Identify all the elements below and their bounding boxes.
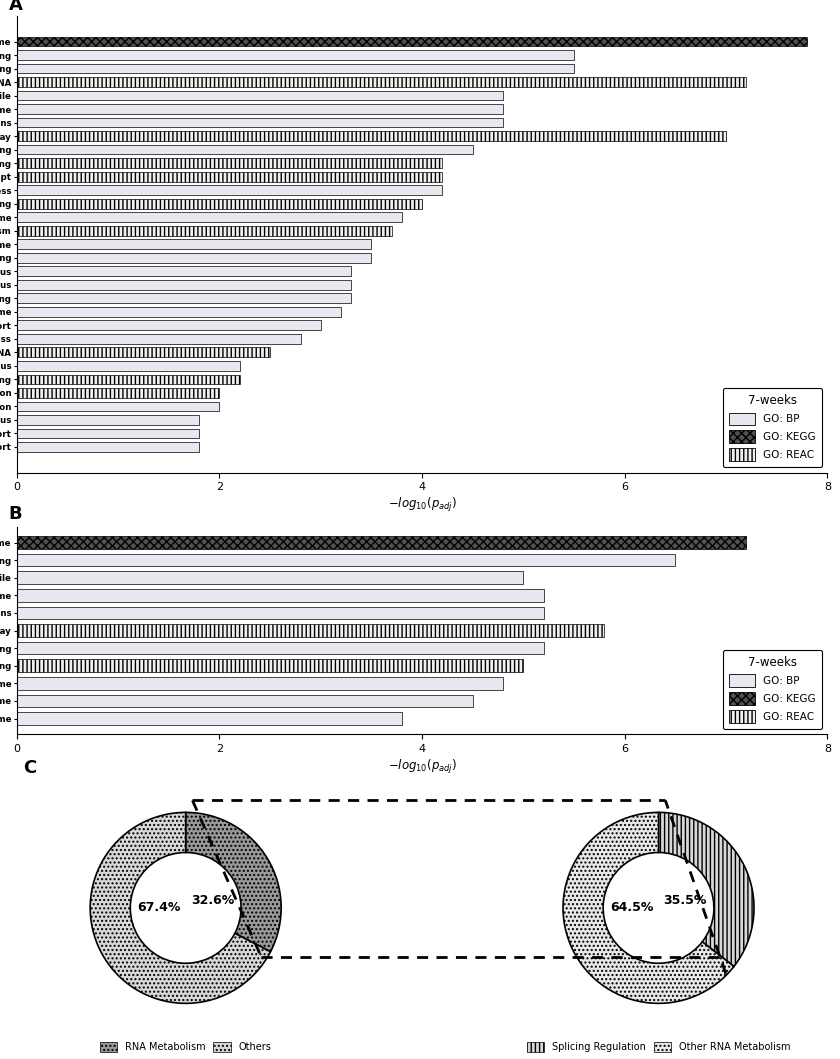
Bar [17,572,523,585]
X-axis label: $-log_{10}(p_{adj})$: $-log_{10}(p_{adj})$ [387,497,457,515]
Bar [17,677,503,689]
Bar [17,589,543,602]
Legend: GO: BP, GO: KEGG, GO: REAC: GO: BP, GO: KEGG, GO: REAC [722,650,822,730]
Text: 64.5%: 64.5% [610,901,654,914]
X-axis label: $-log_{10}(p_{adj})$: $-log_{10}(p_{adj})$ [387,758,457,776]
Bar [17,145,473,155]
Bar [17,307,341,317]
Bar [17,239,371,249]
Text: 67.4%: 67.4% [137,901,181,914]
Bar [17,536,747,549]
Bar [17,375,239,384]
Bar [17,347,270,357]
Bar [17,554,675,567]
Bar [17,334,301,344]
Bar [17,226,391,235]
Bar [17,64,574,73]
Bar [17,37,807,47]
Bar [17,624,605,636]
Text: C: C [24,758,37,776]
Bar [17,280,351,289]
Bar [17,695,473,707]
Bar [17,267,351,276]
Bar [17,253,371,263]
Bar [17,172,443,181]
Bar [17,199,423,209]
Bar [17,415,199,425]
Bar [17,660,523,672]
Bar [17,104,503,114]
Bar [17,429,199,438]
Legend: GO: BP, GO: KEGG, GO: REAC: GO: BP, GO: KEGG, GO: REAC [722,388,822,467]
Wedge shape [563,812,734,1003]
Bar [17,321,321,330]
Wedge shape [659,812,754,967]
Bar [17,50,574,60]
Bar [17,185,443,195]
Text: B: B [8,504,23,522]
Bar [17,293,351,303]
Bar [17,388,219,398]
Wedge shape [186,812,281,952]
Legend: RNA Metabolism, Others: RNA Metabolism, Others [96,1038,276,1056]
Bar [17,361,239,371]
Bar [17,131,726,141]
Text: A: A [8,0,23,14]
Bar [17,158,443,168]
Bar [17,91,503,101]
Text: 35.5%: 35.5% [664,894,707,907]
Bar [17,77,747,87]
Wedge shape [90,812,270,1003]
Bar [17,642,543,654]
Legend: Splicing Regulation, Other RNA Metabolism: Splicing Regulation, Other RNA Metabolis… [522,1038,795,1056]
Bar [17,442,199,452]
Bar [17,213,402,222]
Bar [17,713,402,725]
Bar [17,401,219,411]
Bar [17,118,503,127]
Text: 32.6%: 32.6% [191,894,234,907]
Bar [17,607,543,620]
